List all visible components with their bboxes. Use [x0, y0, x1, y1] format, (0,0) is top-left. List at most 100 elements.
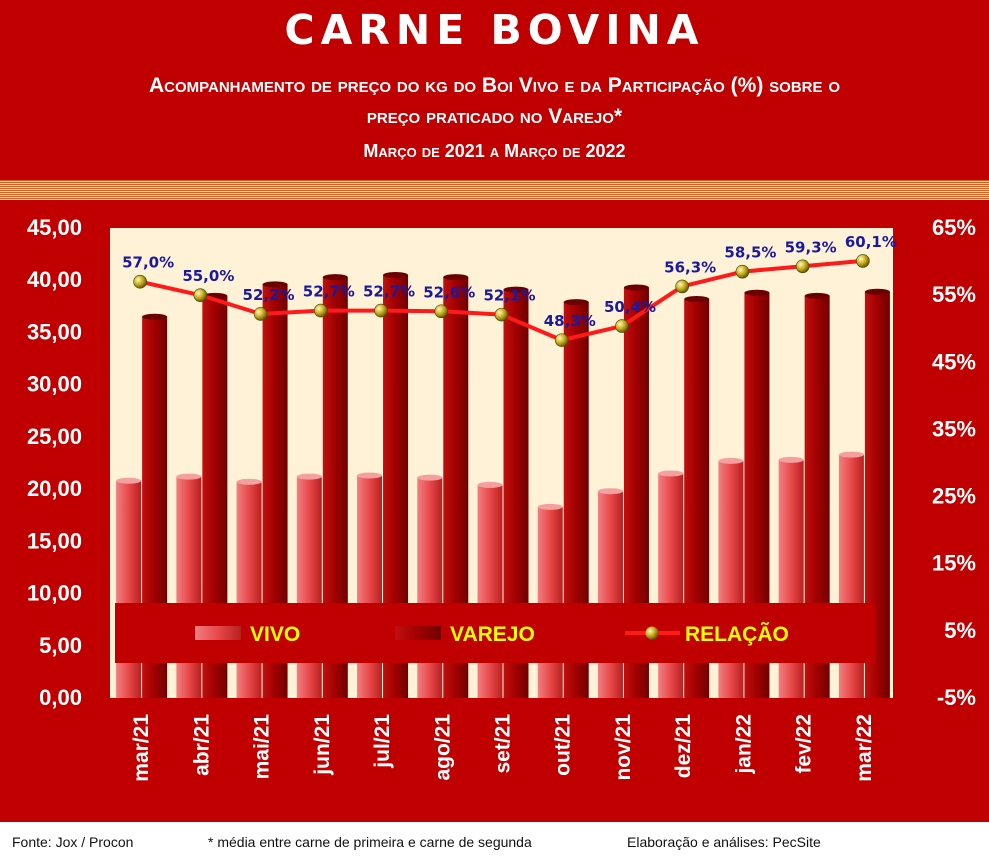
right-tick-label: 25% [932, 484, 976, 509]
relacao-marker [615, 319, 629, 333]
legend-vivo-swatch [195, 626, 241, 640]
left-tick-label: 5,00 [39, 633, 82, 658]
bar-varejo-top [563, 299, 589, 306]
relacao-data-label: 52,7% [363, 283, 415, 301]
left-tick-label: 30,00 [27, 372, 82, 397]
bar-vivo [537, 506, 563, 698]
relacao-marker [735, 264, 750, 279]
bar-vivo [236, 481, 262, 698]
legend-varejo-label: VAREJO [450, 623, 535, 646]
left-tick-label: 0,00 [39, 685, 82, 710]
bar-vivo-top [477, 481, 503, 488]
bar-varejo-top [262, 281, 288, 288]
legend-relacao-label: RELAÇÃO [685, 623, 789, 646]
relacao-marker [133, 274, 147, 289]
right-tick-label: 45% [932, 349, 976, 374]
relacao-data-label: 52,1% [483, 287, 535, 305]
relacao-marker [253, 307, 268, 321]
right-tick-label: 55% [932, 282, 976, 307]
x-tick-label: mar/21 [130, 714, 153, 782]
relacao-data-label: 57,0% [122, 254, 174, 272]
relacao-data-label: 50,4% [604, 298, 656, 316]
bar-vivo [176, 476, 202, 698]
credit-text: Elaboração e análises: PecSite [627, 834, 821, 850]
bar-varejo-top [142, 313, 168, 320]
x-tick-label: jun/21 [311, 714, 334, 776]
bar-vivo [597, 491, 623, 698]
x-tick-label: mar/22 [853, 714, 876, 782]
chart-title: CARNE BOVINA [284, 6, 705, 54]
bar-vivo [658, 473, 684, 698]
bar-varejo-top [443, 274, 469, 281]
right-tick-label: -5% [937, 685, 976, 710]
decorative-stripes [0, 180, 989, 200]
left-tick-label: 20,00 [27, 476, 82, 501]
chart-svg: 0,00 5,00 10,00 15,00 20,00 25,00 30,00 35,00 40… [27, 215, 976, 782]
subtitle-line-1: Acompanhamento de preço do kg do Boi Viv… [148, 74, 841, 97]
left-tick-label: 15,00 [27, 528, 82, 553]
right-axis: -5% 5% 15% 25% 35% 45% 55% 65% [932, 215, 976, 710]
x-tick-label: ago/21 [431, 714, 454, 781]
period-label: Março de 2021 a Março de 2022 [363, 141, 626, 161]
left-tick-label: 40,00 [27, 267, 82, 292]
x-axis: mar/21 abr/21 mai/21 jun/21 jul/21 ago/21 set/… [130, 714, 876, 782]
bar-vivo-top [357, 472, 383, 479]
header: CARNE BOVINA Acompanhamento de preço do … [0, 0, 989, 180]
relacao-marker [314, 303, 328, 318]
relacao-marker [374, 303, 388, 318]
bar-vivo [477, 484, 503, 698]
relacao-marker [795, 259, 810, 274]
relacao-data-label: 55,0% [182, 267, 234, 285]
bar-varejo-top [744, 289, 770, 296]
right-tick-label: 5% [944, 618, 976, 643]
bar-vivo [357, 475, 383, 698]
relacao-marker [675, 279, 689, 294]
left-tick-label: 25,00 [27, 424, 82, 449]
bar-varejo-top [804, 292, 830, 299]
bar-varejo-top [864, 288, 890, 295]
relacao-data-label: 59,3% [785, 238, 837, 256]
bar-vivo [417, 477, 443, 698]
relacao-marker [856, 254, 870, 268]
legend: VIVO VAREJO RELAÇÃO [115, 603, 875, 663]
x-tick-label: abr/21 [190, 714, 213, 776]
bar-vivo-top [778, 456, 804, 463]
bar-varejo-top [623, 284, 649, 291]
right-tick-label: 65% [932, 215, 976, 240]
footnote-text: * média entre carne de primeira e carne … [208, 834, 532, 850]
legend-vivo-label: VIVO [250, 623, 300, 646]
legend-varejo-swatch [395, 626, 441, 640]
x-tick-label: nov/21 [612, 714, 635, 781]
relacao-data-label: 58,5% [724, 244, 776, 262]
relacao-marker [193, 288, 208, 302]
legend-box [115, 603, 875, 663]
right-tick-label: 15% [932, 551, 976, 576]
source-text: Fonte: Jox / Procon [12, 834, 134, 850]
bar-varejo-top [503, 286, 529, 293]
relacao-marker [554, 333, 569, 347]
bar-vivo-top [417, 474, 443, 481]
relacao-marker [434, 304, 449, 319]
subtitle-line-2: preço praticado no Varejo* [366, 105, 623, 128]
legend-relacao-marker [645, 626, 659, 640]
relacao-data-label: 48,3% [544, 312, 596, 330]
relacao-data-label: 52,7% [303, 283, 355, 301]
x-tick-label: out/21 [552, 714, 575, 776]
left-tick-label: 10,00 [27, 581, 82, 606]
bar-vivo-top [236, 478, 262, 485]
relacao-data-label: 52,6% [423, 283, 475, 301]
left-axis: 0,00 5,00 10,00 15,00 20,00 25,00 30,00 35,00 40… [27, 215, 82, 710]
bar-vivo-top [116, 477, 142, 484]
bar-varejo-top [684, 296, 710, 303]
x-tick-label: fev/22 [793, 714, 816, 774]
bar-vivo-top [718, 457, 744, 464]
relacao-data-label: 60,1% [845, 233, 897, 251]
right-tick-label: 35% [932, 416, 976, 441]
x-tick-label: set/21 [492, 714, 515, 774]
bar-vivo-top [176, 473, 202, 480]
chart-panel: 0,00 5,00 10,00 15,00 20,00 25,00 30,00 35,00 40… [0, 200, 989, 822]
x-tick-label: mai/21 [251, 714, 274, 780]
bar-vivo-top [597, 488, 623, 495]
left-tick-label: 35,00 [27, 319, 82, 344]
bar-varejo-top [322, 274, 348, 281]
